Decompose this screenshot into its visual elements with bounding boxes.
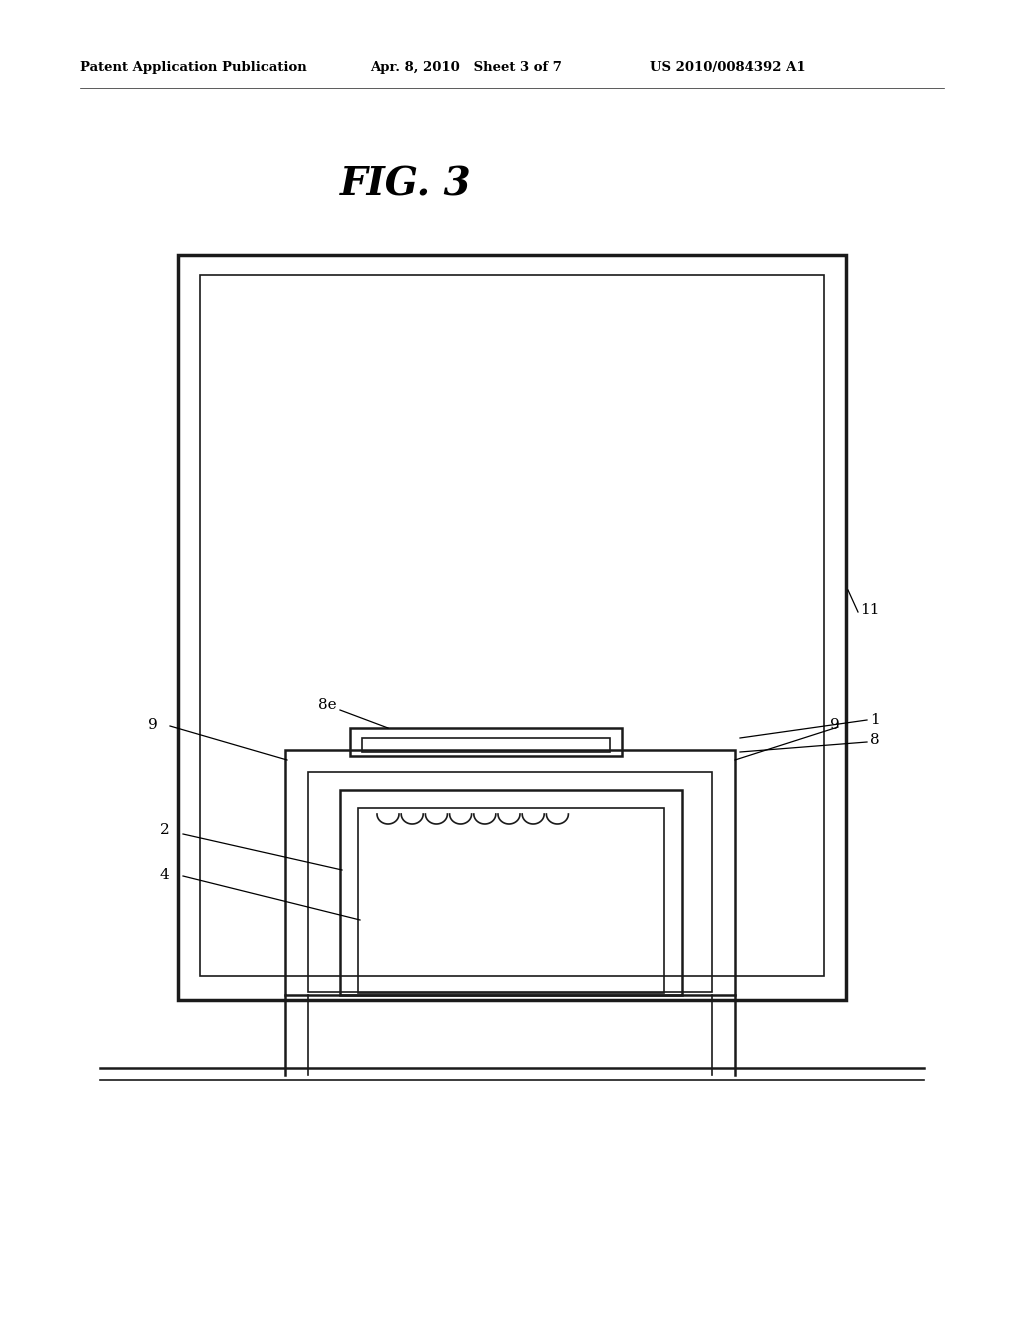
Text: 9: 9	[830, 718, 840, 733]
Text: 8: 8	[870, 733, 880, 747]
Bar	[340, 789, 682, 995]
Bar	[285, 750, 735, 995]
Text: US 2010/0084392 A1: US 2010/0084392 A1	[650, 62, 806, 74]
Text: Patent Application Publication: Patent Application Publication	[80, 62, 307, 74]
Bar	[362, 738, 610, 752]
Bar	[358, 808, 664, 993]
Text: 8e: 8e	[318, 698, 337, 711]
Text: 2: 2	[160, 822, 170, 837]
Bar	[350, 729, 622, 756]
Bar	[178, 255, 846, 1001]
Text: 11: 11	[860, 603, 880, 616]
Text: FIG. 3: FIG. 3	[340, 166, 472, 205]
Text: 1: 1	[870, 713, 880, 727]
Text: Apr. 8, 2010   Sheet 3 of 7: Apr. 8, 2010 Sheet 3 of 7	[370, 62, 562, 74]
Bar	[200, 275, 824, 975]
Text: 9: 9	[148, 718, 158, 733]
Bar	[308, 772, 712, 993]
Text: 4: 4	[160, 869, 170, 882]
